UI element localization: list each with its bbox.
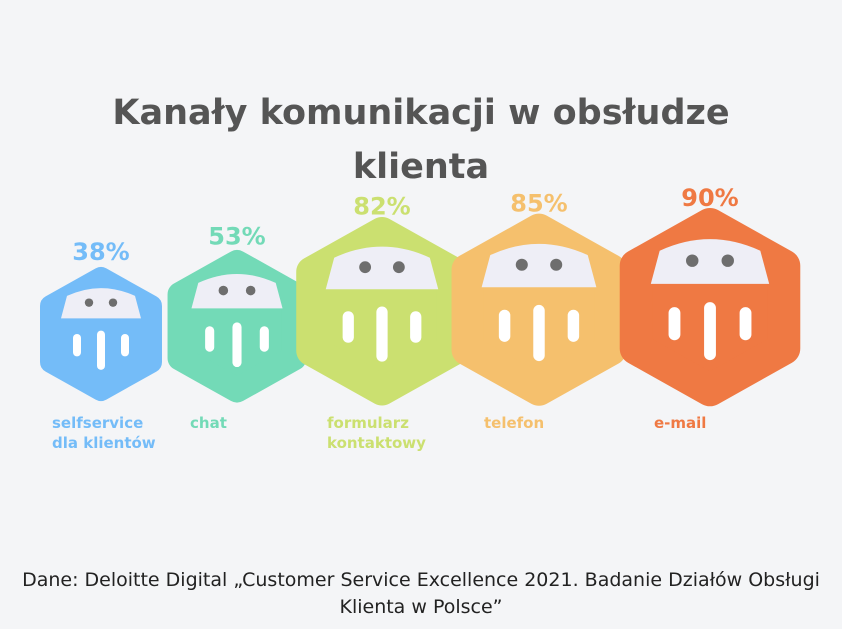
- channel-icon-bar: [376, 306, 388, 362]
- channel-icon-bar: [567, 309, 580, 342]
- channel-icon-eye: [84, 298, 94, 307]
- channel-icon-head: [325, 246, 439, 290]
- channel-icon-head: [481, 243, 597, 288]
- channel-icon-eye: [686, 254, 699, 267]
- channel-icon-eye: [515, 258, 528, 271]
- category-label: selfservice: [52, 414, 143, 432]
- category-label: telefon: [484, 414, 544, 432]
- channel-icon-bar: [668, 307, 681, 341]
- value-label: 53%: [208, 222, 265, 250]
- channel-icon-bar: [533, 304, 545, 362]
- channel-icon-bar: [342, 311, 354, 343]
- category-label: chat: [190, 414, 227, 432]
- channel-icon: [296, 217, 468, 406]
- channel-icon: [619, 207, 801, 407]
- channel-icon-head: [191, 273, 283, 309]
- channel-icon-bar: [704, 302, 716, 361]
- chart-title-line-2: klienta: [352, 147, 490, 187]
- channel-icon: [451, 213, 627, 406]
- value-label: 85%: [510, 189, 567, 217]
- value-label: 82%: [353, 193, 410, 221]
- channel-icon-eye: [218, 285, 229, 296]
- channel-icon-eye: [392, 261, 405, 274]
- channel-icon-head: [650, 239, 770, 284]
- category-label: kontaktowy: [327, 434, 426, 452]
- category-label: formularz: [327, 414, 409, 432]
- channel-icon-eye: [245, 285, 256, 296]
- chart-title-line-1: Kanały komunikacji w obsłudze: [112, 93, 730, 133]
- category-label: dla klientów: [52, 434, 156, 452]
- channel-icon-bar: [73, 334, 81, 357]
- source-note: Dane: Deloitte Digital „Customer Service…: [0, 567, 842, 621]
- source-line-1: Dane: Deloitte Digital „Customer Service…: [22, 569, 820, 591]
- channel-icon-eye: [721, 254, 734, 267]
- value-label: 90%: [681, 184, 738, 212]
- value-label: 38%: [72, 238, 129, 266]
- channel-icon-bar: [205, 326, 215, 352]
- channel-icon-bar: [121, 334, 129, 357]
- channel-icon-bar: [498, 309, 511, 342]
- channel-icon-bar: [97, 330, 105, 370]
- channel-icon-bar: [232, 322, 242, 368]
- channel-icon-eye: [108, 298, 118, 307]
- channel-icon: [167, 249, 307, 403]
- channel-icon: [40, 267, 162, 401]
- channel-icon-bar: [259, 326, 269, 352]
- channel-icon-eye: [550, 258, 563, 271]
- channel-icon-bar: [739, 307, 752, 341]
- channel-icon-eye: [359, 261, 372, 274]
- category-label: e-mail: [654, 414, 706, 432]
- channel-icon-head: [61, 288, 141, 319]
- source-line-2: Klienta w Polsce”: [339, 596, 503, 618]
- chart-title: Kanały komunikacji w obsłudze klienta: [0, 86, 842, 194]
- channel-icon-bar: [410, 311, 422, 343]
